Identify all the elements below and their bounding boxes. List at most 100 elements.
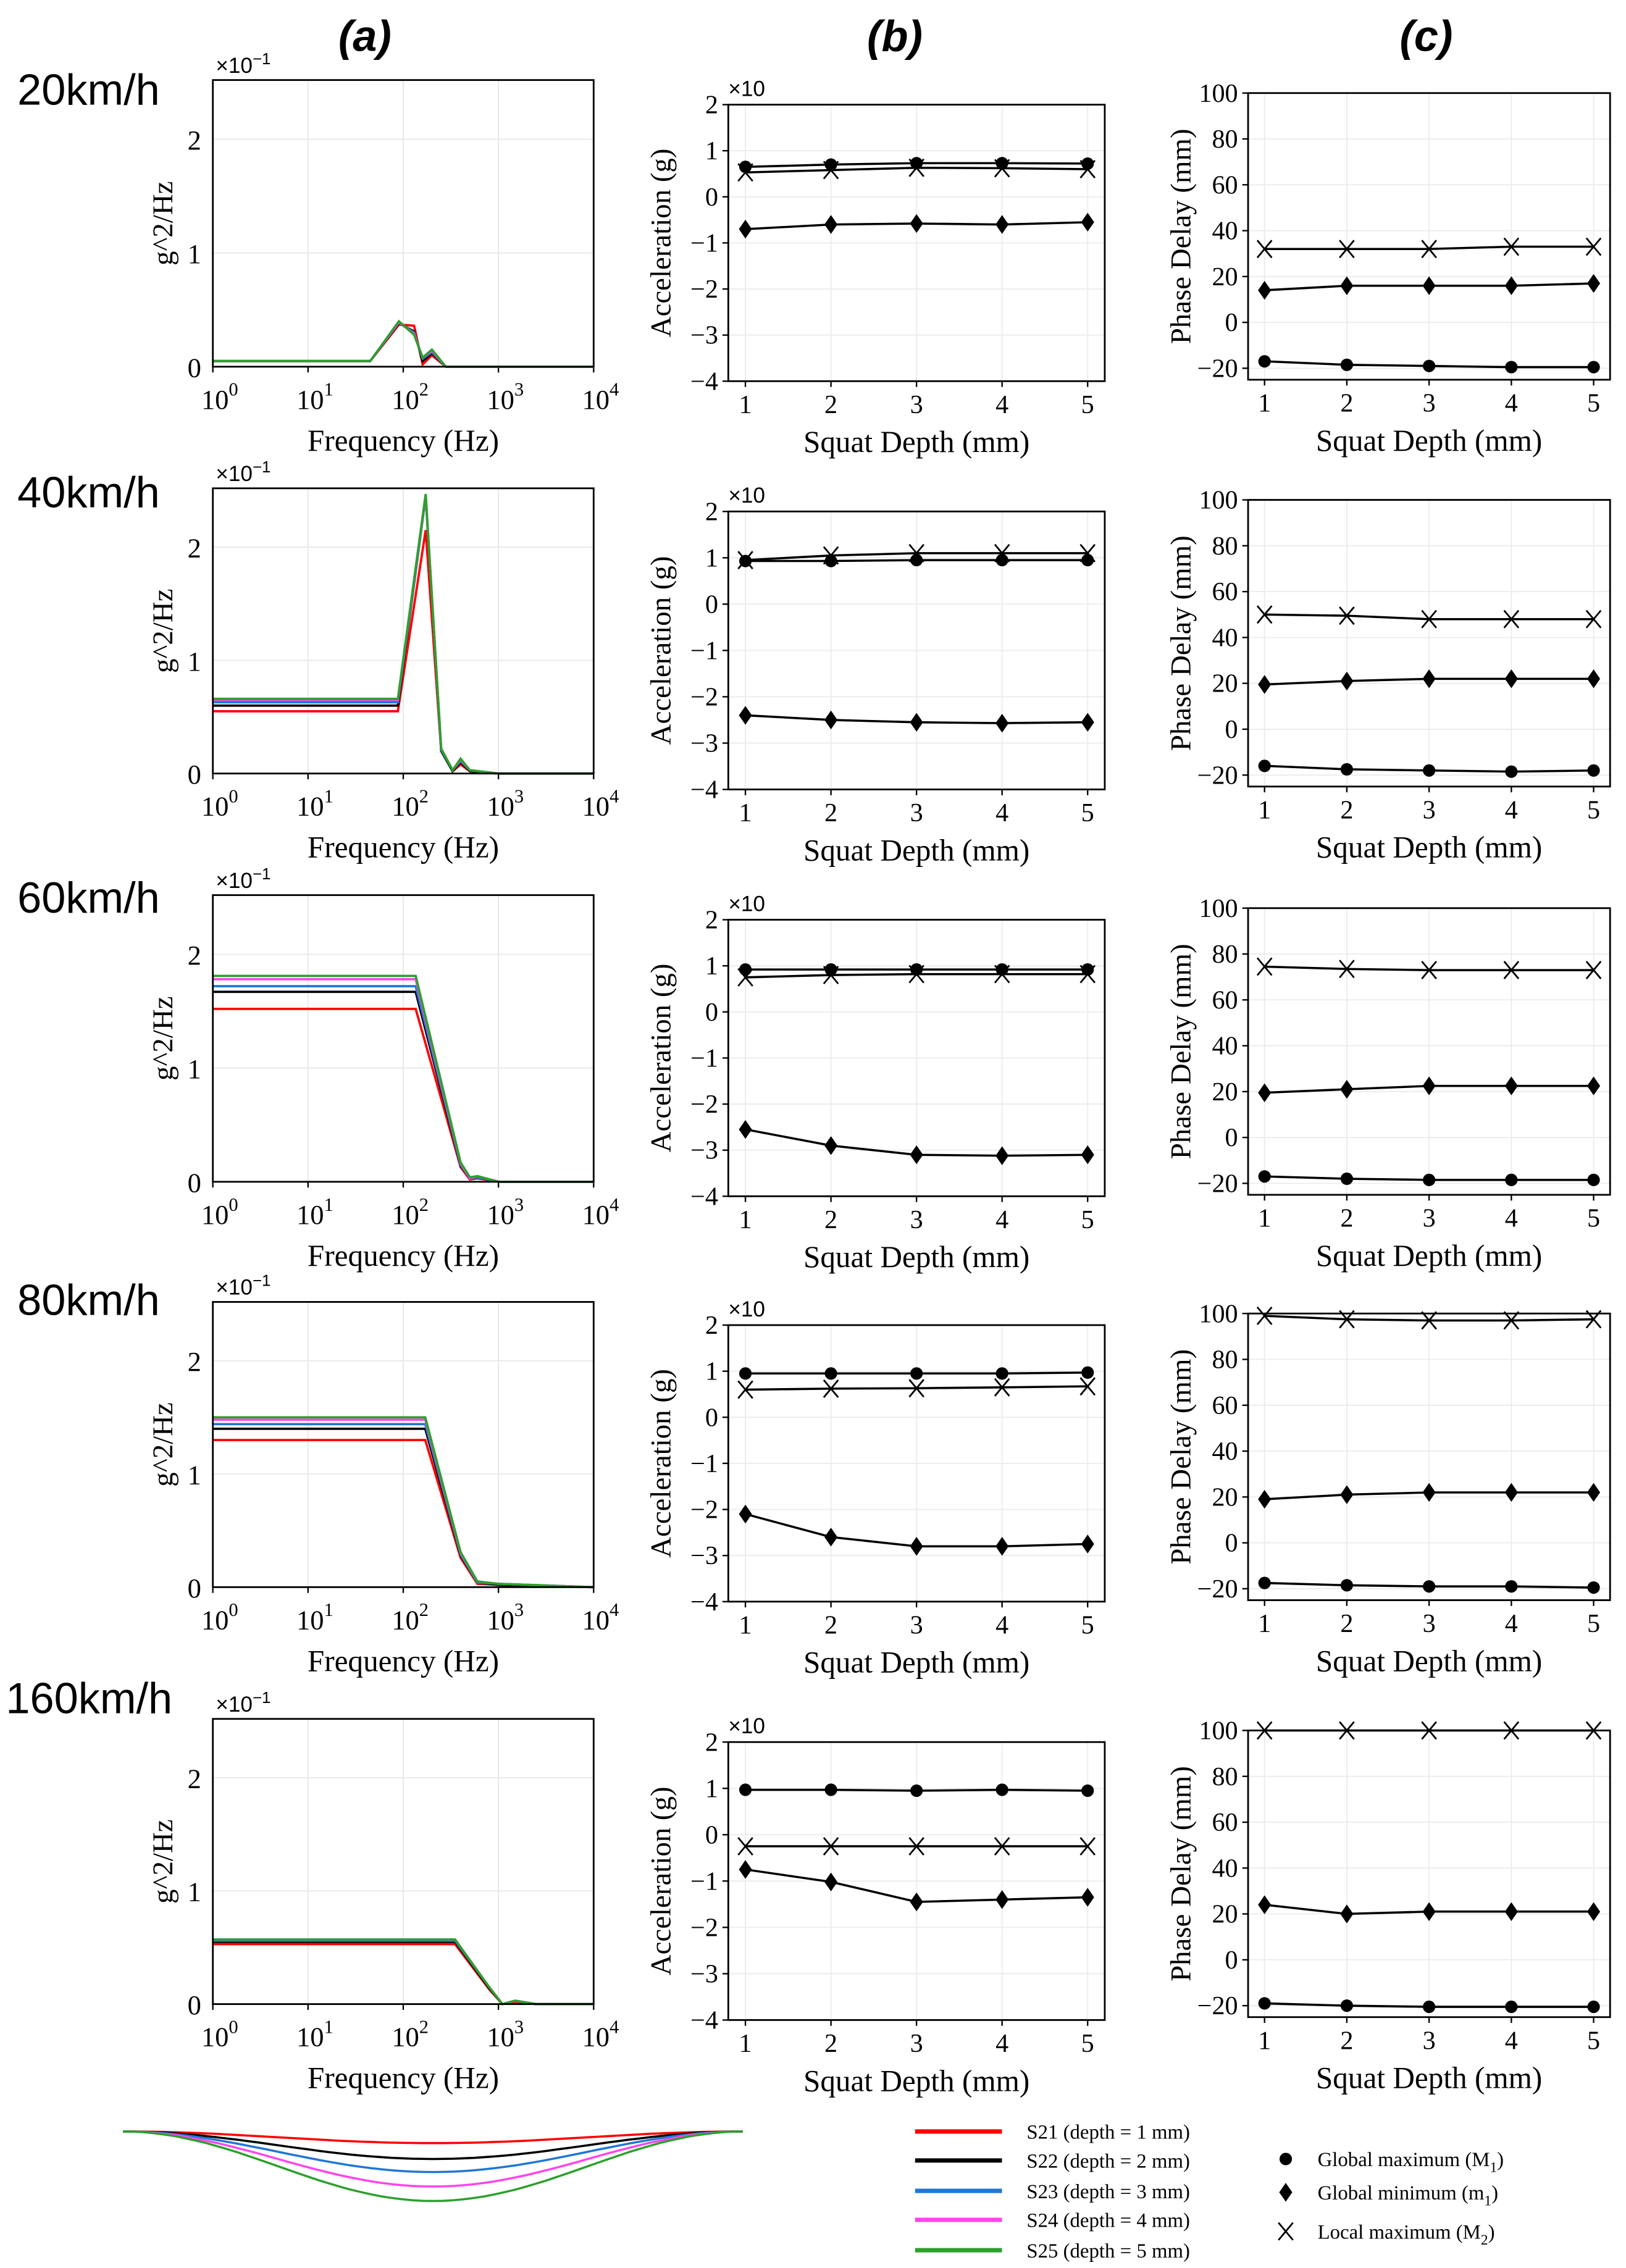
x-tick-label: 3 — [910, 1205, 923, 1234]
global-min-marker — [1587, 1076, 1601, 1095]
phase-delay-plot-3: 1 2 3 4 5 −20 0 20 40 60 80 100 Squat Depth (mm) Phas… — [1165, 1299, 1611, 1678]
y-tick-label: −1 — [690, 1449, 718, 1478]
x-tick-label: 5 — [1587, 1204, 1600, 1233]
global-max-marker — [1423, 764, 1436, 777]
global-max-marker — [910, 1367, 923, 1380]
global-max-marker — [1423, 1580, 1436, 1593]
x-tick-label: 1 — [1258, 795, 1271, 824]
plot-frame — [727, 1324, 1106, 1603]
y-tick-label: 0 — [188, 1990, 201, 2020]
tick-exp: 1 — [324, 1194, 333, 1215]
y-tick-label: 0 — [705, 1403, 718, 1432]
y-tick-label: 80 — [1212, 1762, 1238, 1791]
global-max-marker — [739, 1783, 752, 1796]
plot-frame — [1247, 499, 1611, 788]
tick-exp: 0 — [228, 2017, 238, 2038]
global-max-marker — [910, 1784, 923, 1797]
y-tick-label: −4 — [690, 1588, 718, 1617]
y-tick-label: −3 — [690, 1959, 718, 1988]
y-tick-label: 0 — [1225, 715, 1238, 744]
y-tick-label: −3 — [690, 1136, 718, 1165]
y-tick-label: 60 — [1212, 985, 1238, 1015]
local-max-marker — [737, 551, 753, 570]
global-min-marker — [1587, 274, 1601, 293]
local-max-marker — [737, 968, 753, 987]
global-min-marker — [739, 1860, 752, 1879]
plot-frame — [727, 919, 1106, 1197]
y-tick-label: 0 — [705, 1820, 718, 1849]
tick-exp: 1 — [324, 2017, 333, 2038]
x-tick-label: 101 — [296, 2017, 333, 2052]
global-min-marker — [1504, 669, 1518, 688]
global-max-marker — [1587, 764, 1600, 777]
y-tick-label: −20 — [1197, 354, 1238, 383]
legend-label: S25 (depth = 5 mm) — [1026, 2240, 1190, 2262]
x-tick-label: 1 — [1258, 1204, 1271, 1233]
y-axis-label: Phase Delay (mm) — [1165, 128, 1197, 344]
global-max-marker — [995, 1367, 1008, 1380]
x-tick-label: 2 — [1340, 2026, 1353, 2055]
local-max-marker — [823, 161, 839, 180]
x-tick-label: 102 — [392, 379, 429, 415]
tick-base: 10 — [296, 791, 324, 822]
y-tick-label: −3 — [690, 321, 718, 350]
tick-exp: 1 — [324, 786, 333, 807]
y-tick-label: 100 — [1199, 486, 1238, 515]
tick-base: 10 — [487, 384, 514, 415]
local-max-marker — [1079, 543, 1096, 563]
y-tick-label: 1 — [188, 1459, 201, 1490]
x-tick-label: 2 — [1340, 795, 1353, 824]
y-tick-label: 100 — [1199, 894, 1238, 923]
global-min-marker — [1340, 1485, 1354, 1504]
x-axis-label: Squat Depth (mm) — [803, 833, 1029, 867]
global-max-marker — [1423, 2000, 1436, 2014]
plot-frame — [727, 510, 1106, 790]
legend-marker-x — [1278, 2222, 1294, 2241]
y-tick-label: 0 — [705, 590, 718, 619]
y-tick-label: 40 — [1212, 1032, 1238, 1061]
global-max-marker — [1423, 1173, 1436, 1186]
global-max-marker — [910, 963, 923, 976]
global-max-marker — [1081, 1784, 1094, 1797]
global-max-marker — [1258, 1576, 1271, 1589]
local-max-marker — [1256, 240, 1273, 259]
x-tick-label: 1 — [739, 390, 752, 419]
plot-frame — [1247, 1730, 1611, 2019]
global-min-marker — [1340, 671, 1354, 691]
local-max-marker — [1421, 240, 1437, 259]
y-tick-label: 2 — [705, 497, 718, 526]
x-tick-label: 4 — [995, 390, 1008, 419]
tick-base: 10 — [582, 1199, 610, 1230]
y-tick-label: 1 — [188, 1877, 201, 1907]
y-tick-label: 0 — [705, 183, 718, 212]
global-min-marker — [1422, 669, 1436, 688]
local-max-marker — [1339, 240, 1355, 259]
tick-exp: 0 — [228, 1599, 238, 1620]
acceleration-plot-2: 1 2 3 4 5 −4 −3 −2 −1 0 1 2 ×10 Squat Depth (mm) Accel… — [645, 892, 1106, 1274]
y-tick-label: 100 — [1199, 1299, 1238, 1328]
global-min-marker — [1081, 1534, 1094, 1554]
y-multiplier: ×10−1 — [216, 51, 270, 78]
tick-exp: 2 — [419, 1599, 429, 1620]
y-tick-label: 0 — [188, 759, 201, 790]
plot-frame — [212, 79, 595, 368]
x-tick-label: 100 — [201, 1194, 238, 1230]
x-tick-label: 2 — [1340, 1609, 1353, 1638]
global-min-marker — [910, 1892, 923, 1912]
y-multiplier: ×10 — [728, 483, 765, 508]
x-tick-label: 1 — [739, 1610, 752, 1639]
local-max-marker — [1079, 1377, 1096, 1396]
tick-base: 10 — [582, 2022, 610, 2052]
global-max-marker — [910, 157, 923, 170]
x-tick-label: 1 — [739, 798, 752, 827]
global-min-marker — [1081, 1888, 1094, 1907]
global-max-marker — [1505, 361, 1518, 374]
global-max-marker — [1587, 1581, 1600, 1594]
plot-frame — [1247, 1312, 1611, 1601]
x-tick-label: 5 — [1081, 390, 1094, 419]
global-min-marker — [824, 1136, 838, 1155]
y-tick-label: 80 — [1212, 532, 1238, 561]
global-min-marker — [1340, 1079, 1354, 1099]
